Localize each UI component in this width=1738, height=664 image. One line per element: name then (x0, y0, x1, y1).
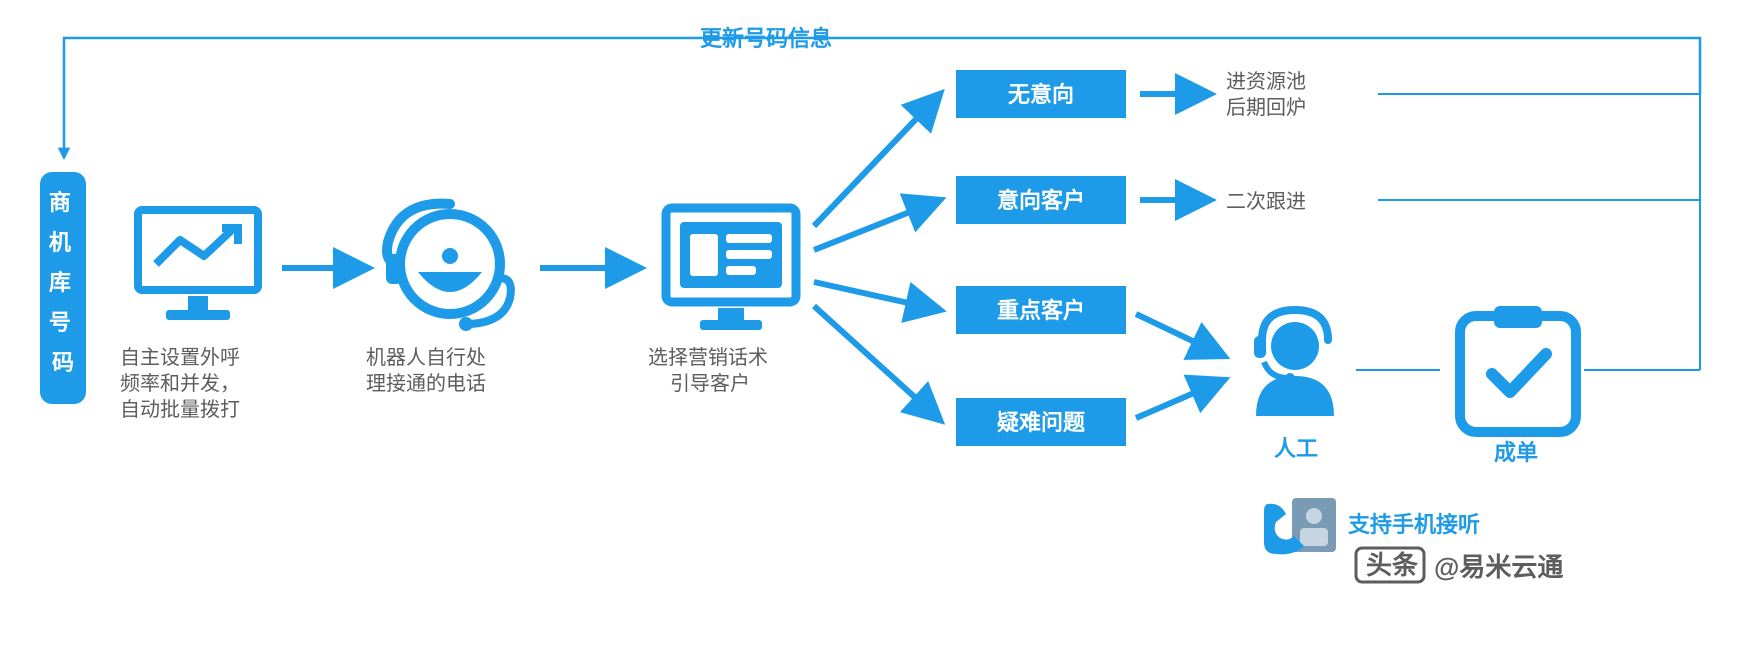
done-block (1460, 306, 1576, 432)
outcome-key-label: 重点客户 (997, 298, 1085, 323)
done-label: 成单 (1494, 440, 1538, 465)
to-agent-arrows (1136, 314, 1224, 418)
outcome-key: 重点客户 (956, 286, 1126, 334)
step-setup (138, 210, 258, 320)
headset-bot-icon (386, 204, 511, 331)
phone-support: 支持手机接听 (1264, 498, 1480, 554)
fanout-arrows (814, 94, 940, 420)
feedback-loop: 更新号码信息 (64, 26, 1700, 158)
footer-watermark: 头条 @易米云通 (1356, 548, 1563, 582)
start-block: 商 机 库 号 码 (40, 172, 86, 404)
outcome-no-intent: 无意向 (956, 70, 1126, 118)
agent-block (1254, 310, 1334, 416)
clipboard-check-icon (1460, 306, 1576, 432)
outcome-no-intent-label: 无意向 (1008, 82, 1074, 107)
step-robot (386, 204, 511, 331)
text-follow: 二次跟进 (1226, 190, 1306, 213)
monitor-chart-icon (138, 210, 258, 320)
step-script (666, 208, 796, 330)
outcome-intent: 意向客户 (956, 176, 1126, 224)
outcome-right-arrows (1140, 94, 1210, 200)
outcome-intent-label: 意向客户 (997, 188, 1085, 213)
outcome-hard: 疑难问题 (956, 398, 1126, 446)
outcome-hard-label: 疑难问题 (997, 410, 1086, 435)
footer-prefix: 头条 (1366, 550, 1419, 580)
phone-contact-icon (1264, 498, 1336, 554)
phone-support-label: 支持手机接听 (1348, 512, 1480, 537)
text-pool: 进资源池 后期回炉 (1226, 70, 1312, 119)
flow-diagram: 更新号码信息 商 机 库 号 码 自主设置外呼 频率和并发， 自动批量拨打 (0, 0, 1738, 664)
step-script-label: 选择营销话术 引导客户 (648, 346, 774, 395)
step-setup-label: 自主设置外呼 频率和并发， 自动批量拨打 (120, 346, 246, 421)
agent-headset-icon (1254, 310, 1334, 416)
agent-label: 人工 (1274, 436, 1318, 461)
step-robot-label: 机器人自行处 理接通的电话 (366, 346, 492, 395)
top-label: 更新号码信息 (700, 26, 832, 51)
thin-connectors (1356, 94, 1700, 370)
monitor-form-icon (666, 208, 796, 330)
footer-text: @易米云通 (1434, 552, 1563, 582)
